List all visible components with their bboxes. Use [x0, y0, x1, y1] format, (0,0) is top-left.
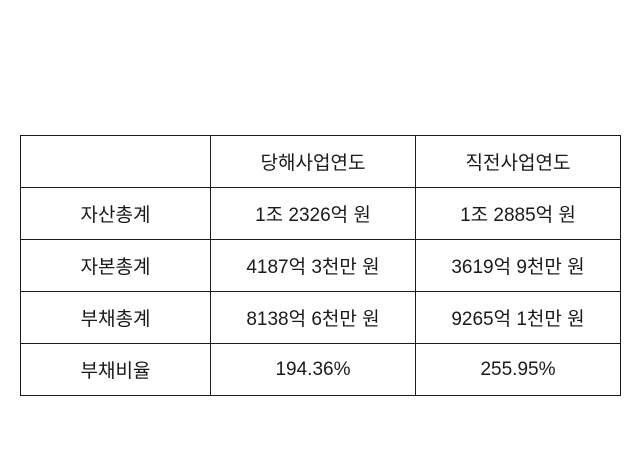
financial-summary-page: 당해사업연도 직전사업연도 자산총계 1조 2326억 원 1조 2885억 원… [0, 0, 640, 462]
cell-liabilities-current: 8138억 6천만 원 [211, 292, 416, 344]
table-row: 자산총계 1조 2326억 원 1조 2885억 원 [21, 188, 621, 240]
cell-equity-previous: 3619억 9천만 원 [416, 240, 621, 292]
table-row: 부채총계 8138억 6천만 원 9265억 1천만 원 [21, 292, 621, 344]
table-row: 자본총계 4187억 3천만 원 3619억 9천만 원 [21, 240, 621, 292]
row-label-equity: 자본총계 [21, 240, 211, 292]
cell-liabilities-previous: 9265억 1천만 원 [416, 292, 621, 344]
cell-debt-ratio-current: 194.36% [211, 344, 416, 396]
table-row: 부채비율 194.36% 255.95% [21, 344, 621, 396]
cell-assets-previous: 1조 2885억 원 [416, 188, 621, 240]
financial-summary-table: 당해사업연도 직전사업연도 자산총계 1조 2326억 원 1조 2885억 원… [20, 135, 621, 396]
header-cell-blank [21, 136, 211, 188]
cell-equity-current: 4187억 3천만 원 [211, 240, 416, 292]
cell-debt-ratio-previous: 255.95% [416, 344, 621, 396]
table-header-row: 당해사업연도 직전사업연도 [21, 136, 621, 188]
row-label-debt-ratio: 부채비율 [21, 344, 211, 396]
cell-assets-current: 1조 2326억 원 [211, 188, 416, 240]
header-cell-previous-year: 직전사업연도 [416, 136, 621, 188]
header-cell-current-year: 당해사업연도 [211, 136, 416, 188]
row-label-liabilities: 부채총계 [21, 292, 211, 344]
row-label-assets: 자산총계 [21, 188, 211, 240]
